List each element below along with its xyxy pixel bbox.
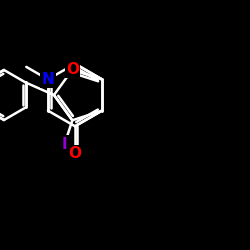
Text: N: N	[42, 72, 54, 87]
Text: O: O	[66, 62, 79, 77]
Text: I: I	[62, 136, 68, 152]
Text: O: O	[68, 146, 82, 161]
